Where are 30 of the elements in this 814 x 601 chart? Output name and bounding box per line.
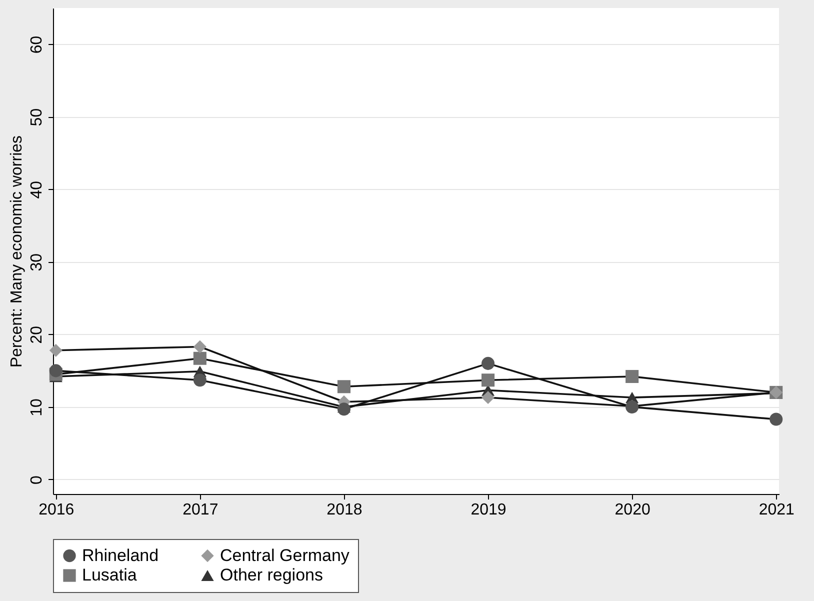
y-tick-label: 10 bbox=[28, 398, 46, 416]
y-tick-label: 30 bbox=[28, 253, 46, 272]
legend-label: Lusatia bbox=[82, 566, 138, 584]
point bbox=[193, 352, 206, 365]
legend-label: Central Germany bbox=[220, 546, 350, 565]
point bbox=[626, 370, 639, 384]
y-tick-label: 40 bbox=[28, 180, 46, 199]
x-tick-label: 2016 bbox=[38, 502, 74, 518]
y-tick-label: 50 bbox=[28, 108, 46, 126]
point bbox=[193, 374, 206, 387]
point bbox=[193, 340, 206, 354]
x-tick-label: 2020 bbox=[614, 502, 650, 518]
x-tick-label: 2018 bbox=[326, 502, 362, 518]
x-tick-label: 2019 bbox=[470, 502, 506, 518]
legend-label: Other regions bbox=[220, 566, 323, 584]
y-tick-label: 20 bbox=[28, 326, 46, 344]
point bbox=[49, 344, 62, 357]
point bbox=[337, 380, 350, 394]
x-tick-label: 2021 bbox=[758, 502, 795, 518]
point bbox=[482, 391, 495, 404]
point bbox=[482, 374, 495, 387]
point bbox=[482, 356, 495, 370]
y-tick-label: 60 bbox=[28, 36, 46, 54]
point bbox=[770, 412, 783, 426]
point bbox=[337, 402, 350, 416]
x-tick-label: 2017 bbox=[182, 502, 218, 518]
y-tick-label: 0 bbox=[28, 475, 46, 484]
y-axis-title: Percent: Many economic worries bbox=[8, 135, 26, 368]
legend-label: Rhineland bbox=[82, 546, 159, 565]
point bbox=[49, 364, 62, 378]
